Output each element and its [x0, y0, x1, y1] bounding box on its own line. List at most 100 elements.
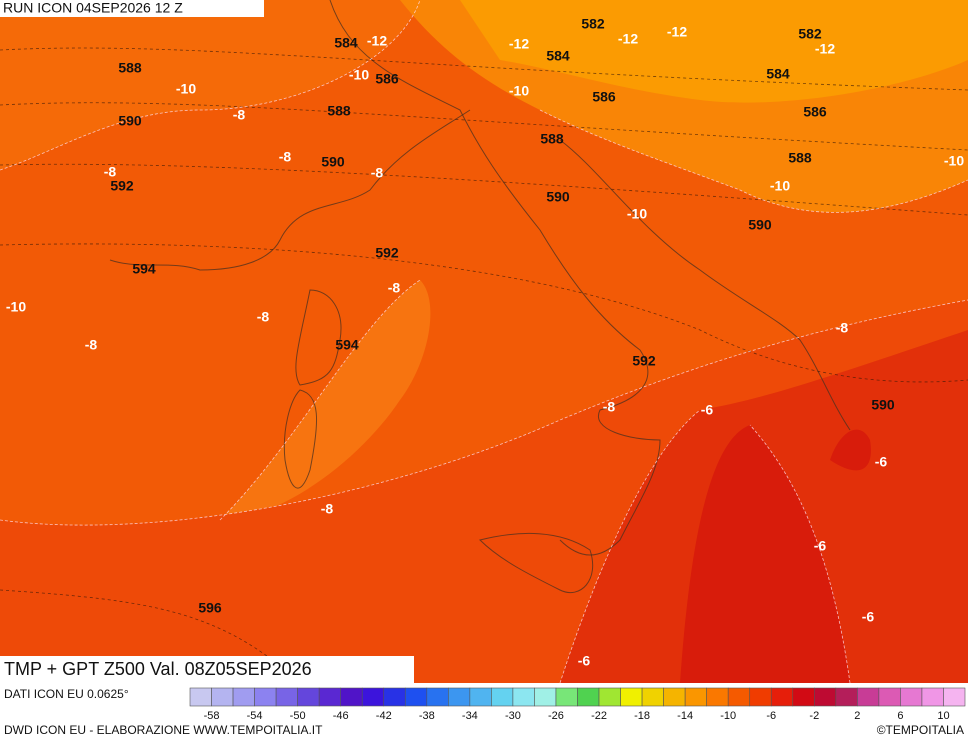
temp-area [830, 429, 871, 471]
temp-label: -8 [104, 164, 117, 180]
gpt-label: 592 [110, 178, 134, 194]
gpt-label: 582 [798, 26, 822, 42]
gpt-label: 586 [375, 71, 399, 87]
temp-label: -8 [603, 399, 616, 415]
colorbar-tick-label: 6 [897, 710, 903, 722]
colorbar-swatch [749, 687, 772, 707]
colorbar-swatch [684, 687, 707, 707]
temp-label: -8 [388, 280, 401, 296]
colorbar-swatch [727, 687, 751, 707]
source-label: DATI ICON EU 0.0625° [4, 687, 129, 701]
colorbar-tick-label: -38 [419, 710, 435, 722]
colorbar-swatch [641, 687, 664, 707]
colorbar-tick-label: 2 [854, 710, 860, 722]
colorbar-tick-label: -30 [505, 710, 521, 722]
colorbar-swatch [921, 687, 944, 707]
gpt-label: 594 [132, 261, 156, 277]
temp-label: -10 [176, 81, 196, 97]
colorbar-tick-label: -54 [247, 710, 263, 722]
island [479, 533, 594, 594]
temp-isoline [0, 0, 968, 684]
copyright-label: ©TEMPOITALIA [877, 723, 964, 737]
temp-label: -10 [770, 178, 790, 194]
gpt-label: 594 [335, 337, 359, 353]
geopotential-labels: 584 582 582 584 584 588 586 586 586 588 … [110, 16, 895, 616]
temp-label: -6 [814, 538, 827, 554]
colorbar-tick-label: -34 [462, 710, 478, 722]
colorbar-swatch [620, 687, 643, 707]
run-label: RUN ICON 04SEP2026 12 Z [3, 0, 183, 16]
colorbar-swatch [448, 687, 471, 707]
colorbar-tick-label: -42 [376, 710, 392, 722]
temp-label: -10 [944, 153, 964, 169]
gpt-label: 584 [546, 48, 570, 64]
gpt-label: 588 [118, 60, 142, 76]
gpt-label: 588 [788, 150, 812, 166]
temp-label: -6 [578, 653, 591, 669]
credit-label: DWD ICON EU - ELABORAZIONE WWW.TEMPOITAL… [4, 723, 323, 737]
gpt-label: 590 [321, 154, 345, 170]
colorbar-tick-label: -26 [548, 710, 564, 722]
temp-label: -12 [815, 41, 835, 57]
colorbar-swatch [211, 687, 234, 707]
temp-label: -10 [509, 83, 529, 99]
temp-area [460, 0, 968, 103]
colorbar-tick-label: -50 [290, 710, 306, 722]
temp-area [220, 280, 431, 520]
colorbar-tick-label: -18 [634, 710, 650, 722]
gpt-label: 584 [334, 35, 358, 51]
header-box [0, 0, 264, 17]
colorbar-swatch [663, 687, 686, 707]
gpt-label: 590 [871, 397, 895, 413]
gpt-label: 588 [327, 103, 351, 119]
colorbar-tick-label: -6 [766, 710, 776, 722]
island [283, 289, 342, 489]
colorbar-swatch [598, 687, 621, 707]
temp-area [680, 425, 850, 683]
temperature-labels: -12 -12 -12 -12 -12 -10 -10 -10 -8 -8 -8… [6, 24, 964, 669]
title-box [0, 656, 414, 683]
colorbar-swatch [491, 687, 514, 707]
colorbar-tick-label: -10 [720, 710, 736, 722]
colorbar-swatch [232, 687, 255, 707]
colorbar: -58 -54 -50 -46 -42 -38 -34 -30 -26 -22 -18 -14 -10-… [189, 687, 966, 722]
colorbar-swatch [340, 687, 363, 707]
colorbar-swatch [275, 687, 298, 707]
colorbar-swatch [900, 687, 923, 707]
temp-label: -8 [836, 320, 849, 336]
colorbar-swatch [469, 687, 492, 707]
temp-label: -6 [701, 402, 714, 418]
colorbar-swatch [857, 687, 880, 707]
colorbar-swatch [297, 687, 320, 707]
gpt-label: 592 [632, 353, 656, 369]
colorbar-swatch [361, 687, 385, 707]
temp-label: -12 [667, 24, 687, 40]
temp-label: -6 [875, 454, 888, 470]
gpt-label: 582 [581, 16, 605, 32]
temp-label: -8 [233, 107, 246, 123]
colorbar-swatch [534, 687, 557, 707]
gpt-label: 590 [748, 217, 772, 233]
gpt-label: 586 [803, 104, 827, 120]
gpt-label: 596 [198, 600, 222, 616]
colorbar-tick-label: -22 [591, 710, 607, 722]
gpt-label: 592 [375, 245, 399, 261]
colorbar-swatch [878, 687, 901, 707]
coastline [109, 109, 471, 271]
temp-label: -10 [627, 206, 647, 222]
temp-label: -12 [618, 31, 638, 47]
colorbar-swatch [404, 687, 428, 707]
colorbar-tick-label: 10 [937, 710, 949, 722]
colorbar-swatch [512, 687, 535, 707]
colorbar-swatch [792, 687, 815, 707]
temp-label: -8 [257, 309, 270, 325]
colorbar-swatch [189, 687, 212, 707]
gpt-label: 588 [540, 131, 564, 147]
colorbar-swatch [706, 687, 729, 707]
coastline [559, 139, 851, 431]
temp-area [0, 0, 420, 170]
colorbar-swatch [770, 687, 794, 707]
temp-label: -12 [367, 33, 387, 49]
gpt-label: 586 [592, 89, 616, 105]
